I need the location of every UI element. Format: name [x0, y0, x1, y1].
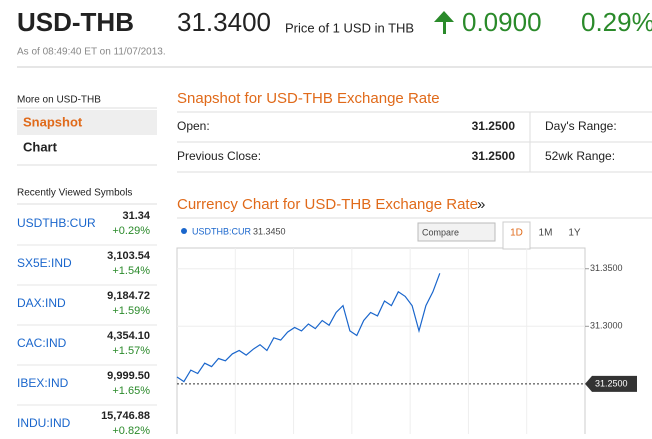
snapshot-label: Previous Close: [177, 149, 261, 163]
range-tab[interactable]: 1D [510, 228, 523, 239]
y-tick-label: 31.3500 [590, 263, 623, 273]
reference-label: 31.2500 [595, 378, 628, 388]
legend-value: 31.3450 [253, 226, 286, 236]
nav-link[interactable]: Snapshot [23, 114, 83, 129]
recent-change: +1.65% [112, 385, 150, 397]
recent-price: 15,746.88 [101, 410, 150, 422]
compare-placeholder: Compare [422, 227, 459, 237]
compare-input[interactable] [417, 222, 496, 242]
chart-title-suffix[interactable]: » [477, 196, 485, 213]
legend-name: USDTHB:CUR [192, 226, 252, 236]
price-note: Price of 1 USD in THB [285, 20, 414, 35]
recent-change: +0.29% [112, 225, 150, 237]
nav-active [17, 110, 157, 135]
range-tab[interactable]: 1Y [568, 228, 581, 239]
snapshot-value: 31.2500 [472, 119, 516, 133]
snapshot-label: Open: [177, 119, 210, 133]
recent-price: 4,354.10 [107, 330, 150, 342]
recent-price: 3,103.54 [107, 250, 151, 262]
range-tab[interactable]: 1M [539, 228, 553, 239]
snapshot-title: Snapshot for USD-THB Exchange Rate [177, 90, 440, 107]
nav-link[interactable]: Chart [23, 139, 58, 154]
recent-symbol[interactable]: INDU:IND [17, 416, 71, 430]
symbol: USD-THB [17, 7, 134, 37]
recent-price: 31.34 [122, 210, 150, 222]
up-arrow [434, 11, 454, 34]
timestamp: As of 08:49:40 ET on 11/07/2013. [17, 47, 166, 58]
section-title: More on USD-THB [17, 95, 101, 106]
change-pct: 0.29% [581, 7, 652, 37]
recent-title: Recently Viewed Symbols [17, 188, 132, 199]
change: 0.0900 [462, 7, 542, 37]
chart-title: Currency Chart for USD-THB Exchange Rate [177, 196, 478, 213]
price: 31.3400 [177, 7, 271, 37]
range-tab-active [502, 221, 531, 250]
recent-price: 9,999.50 [107, 370, 150, 382]
recent-change: +1.59% [112, 305, 150, 317]
recent-change: +1.57% [112, 345, 150, 357]
recent-symbol[interactable]: CAC:IND [17, 336, 67, 350]
price-line [176, 273, 441, 383]
legend-dot [181, 228, 187, 234]
recent-symbol[interactable]: USDTHB:CUR [17, 216, 96, 230]
reference-badge [585, 375, 637, 392]
recent-symbol[interactable]: SX5E:IND [17, 256, 72, 270]
snapshot-right-label: Day's Range: [545, 119, 617, 133]
snapshot-right-label: 52wk Range: [545, 149, 615, 163]
recent-symbol[interactable]: IBEX:IND [17, 376, 69, 390]
recent-change: +1.54% [112, 265, 150, 277]
plot-frame [176, 247, 586, 439]
snapshot-value: 31.2500 [472, 149, 516, 163]
y-tick-label: 31.3000 [590, 321, 623, 331]
recent-change: +0.82% [112, 425, 150, 434]
recent-symbol[interactable]: DAX:IND [17, 296, 66, 310]
recent-price: 9,184.72 [107, 290, 150, 302]
